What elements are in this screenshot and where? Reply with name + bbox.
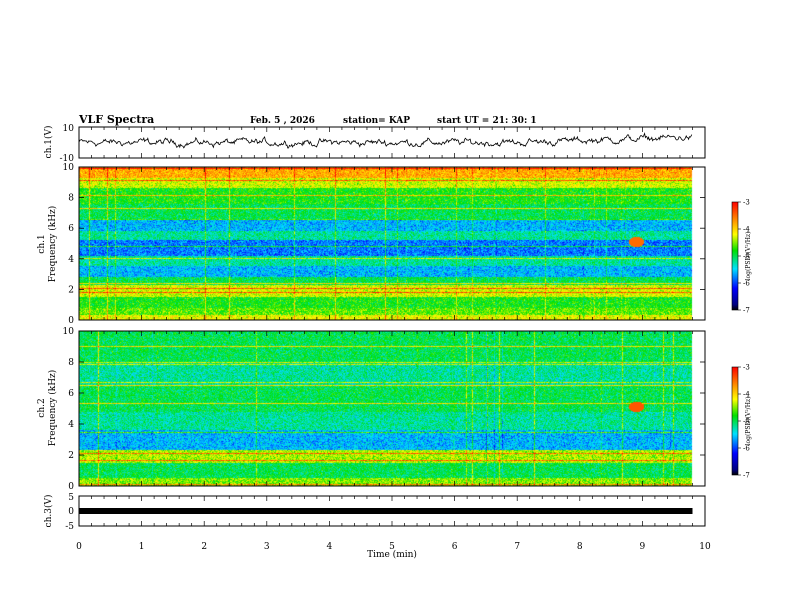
- ch1-colorbar-tick-label: -4: [743, 226, 750, 234]
- ch1-spectrogram-ytick-label: 6: [68, 224, 74, 234]
- ch2-colorbar-tick-label: -5: [743, 418, 750, 426]
- ch1-spectrogram-panel: 0 2 4 6 8 10 ch.1 Frequency (kHz): [37, 163, 706, 326]
- ch1-spectrogram-ytick-label: 4: [68, 255, 74, 265]
- ch2-spectrogram-ticks: 0 2 4 6 8 10: [63, 327, 705, 492]
- ch1-ytick-top: 10: [63, 124, 75, 134]
- ch1-colorbar-gradient: [731, 201, 739, 311]
- ch1-colorbar-ticks: -3 -4 -5 -6 -7: [738, 199, 750, 315]
- ch2-spectrogram-ytick-label: 2: [68, 451, 74, 461]
- ch2-colorbar-tick-label: -7: [743, 472, 750, 480]
- ch3-waveform-ylabel: ch.3(V): [43, 495, 54, 528]
- time-tick-label: 5: [389, 542, 395, 552]
- time-tick-label: 3: [264, 542, 270, 552]
- time-tick-label: 8: [577, 542, 583, 552]
- ch1-spectrogram-ytick-label: 2: [68, 285, 74, 295]
- ch2-colorbar-ticks: -3 -4 -5 -6 -7: [738, 364, 750, 480]
- ch2-spectrogram-ytick-label: 4: [68, 420, 74, 430]
- ch1-waveform-panel: 10 -10 ch.1(V): [43, 124, 706, 164]
- ch1-colorbar-tick-label: -6: [743, 280, 750, 288]
- ch3-waveform-panel: 5 0 -5 ch.3(V): [43, 493, 706, 532]
- ch2-spectrogram-ytick-label: 10: [63, 327, 75, 337]
- date-label: Feb. 5 , 2026: [250, 116, 315, 126]
- ch1-spectrogram-ylabel-frequency: Frequency (kHz): [47, 206, 58, 283]
- time-axis-label: Time (min): [367, 549, 417, 560]
- ch1-spectrogram-ytick-label: 8: [68, 194, 74, 204]
- ch1-waveform-trace: [78, 132, 693, 149]
- ch1-waveform-ylabel: ch.1(V): [43, 126, 54, 159]
- time-tick-label: 9: [640, 542, 646, 552]
- ch1-spectrogram-ytick-label: 10: [63, 163, 75, 173]
- ch1-spectrogram-image: [79, 167, 705, 320]
- ch2-spectrogram-ytick-label: 6: [68, 389, 74, 399]
- figure-title: VLF Spectra: [78, 113, 154, 126]
- ch2-spectrogram-panel: 0 2 4 6 8 10 ch.2 Frequency (kHz): [37, 327, 706, 492]
- time-tick-label: 6: [452, 542, 458, 552]
- station-label: station= KAP: [343, 116, 410, 126]
- time-tick-label: 7: [514, 542, 520, 552]
- ch2-spectrogram-ylabel-frequency: Frequency (kHz): [47, 370, 58, 447]
- time-tick-label: 0: [76, 542, 82, 552]
- ch2-colorbar: -3 -4 -5 -6 -7 log(PSD)(V²/Hz): [731, 364, 752, 480]
- time-axis: 0 1 2 3 4 5 6 7 8 9 10: [76, 127, 711, 552]
- ch3-ytick-mid: 0: [68, 507, 74, 517]
- ch2-colorbar-label: log(PSD)(V²/Hz): [745, 397, 752, 446]
- ch1-colorbar: -3 -4 -5 -6 -7 log(PSD)(V²/Hz): [731, 199, 752, 315]
- ch2-colorbar-gradient: [731, 366, 739, 476]
- ch1-colorbar-tick-label: -7: [743, 307, 750, 315]
- ch1-colorbar-tick-label: -5: [743, 253, 750, 261]
- ch1-spectrogram-ticks: 0 2 4 6 8 10: [63, 163, 705, 326]
- time-tick-label: 4: [327, 542, 333, 552]
- ch3-ytick-bottom: -5: [65, 522, 74, 532]
- ch1-colorbar-tick-label: -3: [743, 199, 750, 207]
- time-tick-label: 2: [201, 542, 207, 552]
- ch2-colorbar-tick-label: -3: [743, 364, 750, 372]
- ch2-spectrogram-ytick-label: 8: [68, 358, 74, 368]
- start-time-label: start UT = 21: 30: 1: [437, 116, 537, 126]
- ch1-colorbar-label: log(PSD)(V²/Hz): [745, 232, 752, 281]
- ch2-colorbar-tick-label: -6: [743, 445, 750, 453]
- ch1-spectrogram-ylabel-channel: ch.1: [37, 234, 47, 253]
- ch2-spectrogram-ytick-label: 0: [68, 482, 74, 492]
- time-tick-label: 1: [139, 542, 145, 552]
- ch2-spectrogram-image: [79, 331, 705, 486]
- ch1-ytick-bottom: -10: [60, 154, 75, 164]
- ch2-spectrogram-ylabel-channel: ch.2: [37, 398, 47, 417]
- ch3-ytick-top: 5: [68, 493, 74, 503]
- ch3-waveform-trace: [79, 508, 693, 514]
- time-tick-label: 10: [699, 542, 711, 552]
- ch2-colorbar-tick-label: -4: [743, 391, 750, 399]
- ch1-spectrogram-ytick-label: 0: [68, 316, 74, 326]
